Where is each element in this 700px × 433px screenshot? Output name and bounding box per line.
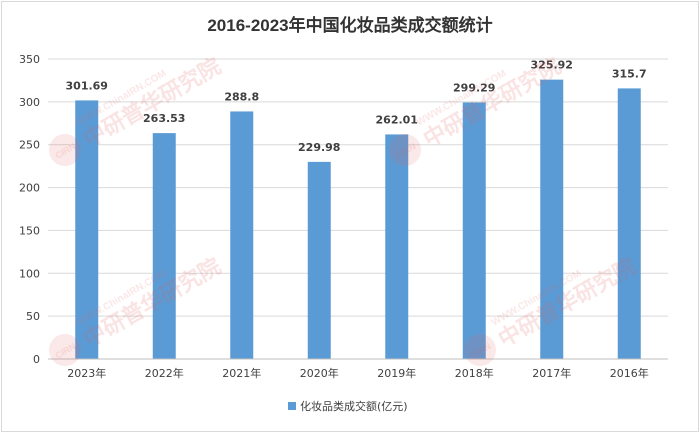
data-labels: 301.69 263.53 288.8 229.98 262.01 299.29 325.9…: [66, 59, 647, 154]
y-tick-label: 300: [19, 96, 40, 109]
watermark-name: 中研普华研究院: [79, 53, 225, 152]
x-tick-label: 2018年: [455, 366, 494, 380]
data-label: 299.29: [453, 81, 495, 94]
bar[interactable]: [152, 133, 176, 359]
x-axis: 2023年 2022年 2021年 2020年 2019年 2018年 2017年 2016年: [48, 358, 668, 380]
data-label: 229.98: [298, 141, 340, 154]
data-label: 263.53: [143, 112, 185, 125]
x-tick-label: 2020年: [300, 366, 339, 380]
data-label: 315.7: [612, 67, 647, 80]
chart-title: 2016-2023年中国化妆品类成交额统计: [207, 15, 492, 35]
x-tick-label: 2016年: [610, 366, 649, 380]
y-tick-label: 150: [19, 224, 40, 237]
x-tick-label: 2017年: [532, 366, 571, 380]
y-tick-label: 250: [19, 139, 40, 152]
x-tick-label: 2021年: [222, 366, 261, 380]
data-label: 301.69: [66, 79, 108, 92]
legend-label: 化妆品类成交额(亿元): [300, 399, 408, 413]
data-label: 325.92: [531, 59, 573, 72]
y-tick-label: 100: [19, 267, 40, 280]
y-tick-label: 200: [19, 182, 40, 195]
watermark-logo-icon: [49, 134, 81, 166]
y-tick-label: 50: [26, 310, 40, 323]
bar[interactable]: [462, 102, 486, 360]
bar[interactable]: [617, 88, 641, 360]
bars: [75, 79, 641, 360]
x-tick-label: 2019年: [377, 366, 416, 380]
x-tick-label: 2023年: [67, 366, 106, 380]
bar[interactable]: [75, 100, 99, 359]
bar[interactable]: [385, 134, 409, 359]
bar[interactable]: [230, 111, 254, 359]
legend[interactable]: 化妆品类成交额(亿元): [288, 399, 408, 413]
y-axis: 0 50 100 150 200 250 300 350: [19, 53, 40, 366]
watermark-name: 中研普华研究院: [79, 253, 225, 352]
watermark-logo-icon: [389, 134, 421, 166]
data-label: 288.8: [224, 90, 259, 103]
watermark-logo-icon: [49, 334, 81, 366]
bar[interactable]: [540, 79, 564, 359]
bar[interactable]: [307, 161, 331, 359]
y-tick-label: 0: [33, 353, 40, 366]
watermark-logo-icon: [464, 334, 496, 366]
data-label: 262.01: [376, 113, 418, 126]
x-tick-label: 2022年: [145, 366, 184, 380]
y-tick-label: 350: [19, 53, 40, 66]
legend-swatch: [288, 402, 296, 410]
